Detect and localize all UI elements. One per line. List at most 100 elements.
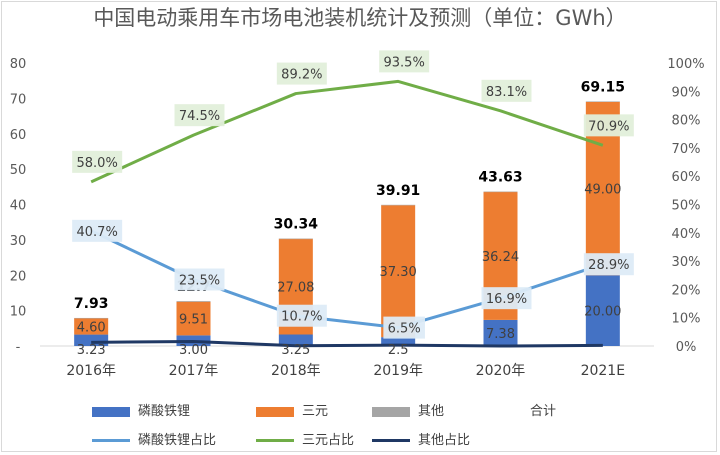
lfp-share-label: 23.5% — [179, 273, 220, 288]
ternary-share-label: 83.1% — [486, 85, 527, 100]
total-label: 7.93 — [74, 296, 109, 312]
legend-swatch-lfp-share — [92, 439, 130, 442]
y2-tick-label: 10% — [672, 312, 701, 327]
legend-swatch-ternary-share — [256, 439, 294, 442]
x-tick-label: 2019年 — [373, 363, 423, 379]
ternary-share-label: 70.9% — [588, 119, 629, 134]
y-tick-label: 80 — [10, 57, 27, 72]
bar-label-lfp: 3.23 — [77, 343, 106, 358]
lfp-share-label: 28.9% — [588, 258, 629, 273]
lfp-share-label: 16.9% — [486, 292, 527, 307]
y-tick-label: 70 — [10, 92, 27, 107]
y2-tick-label: 80% — [672, 114, 701, 129]
line-lfp-share — [90, 229, 604, 330]
bar-label-ternary: 27.08 — [277, 281, 314, 296]
bar-label-lfp: 3.00 — [179, 343, 208, 358]
lfp-share-label-box — [174, 268, 225, 291]
line-ternary-share — [90, 79, 604, 184]
bar-label-ternary: 37.30 — [380, 265, 417, 280]
bar-label-ternary: 36.24 — [482, 250, 519, 265]
y2-tick-label: 50% — [672, 199, 701, 214]
bar-other — [483, 191, 518, 193]
ternary-share-label: 74.5% — [179, 109, 220, 124]
bar-other — [74, 317, 109, 319]
bar-other — [278, 238, 313, 240]
y2-tick-label: 30% — [672, 255, 701, 270]
legend-label-total: 合计 — [530, 404, 557, 419]
ternary-share-label-box — [583, 114, 634, 137]
legend-label-ternary: 三元 — [302, 404, 329, 419]
chart-title: 中国电动乘用车市场电池装机统计及预测（单位：GWh） — [93, 6, 627, 30]
y-tick-label: 50 — [10, 163, 27, 178]
legend-item-ternary-share: 三元占比 — [256, 429, 354, 448]
ternary-share-label: 89.2% — [281, 68, 322, 83]
legend-swatch-lfp — [92, 406, 130, 417]
y2-tick-label: 90% — [672, 85, 701, 100]
legend-swatch-other — [372, 406, 410, 417]
x-tick-label: 2016年 — [66, 363, 116, 379]
y2-tick-label: 100% — [667, 57, 704, 72]
lfp-share-label-box — [276, 304, 327, 327]
x-tick-label: 2018年 — [271, 363, 321, 379]
y2-tick-label: 40% — [672, 227, 701, 242]
y-tick-label: 40 — [10, 199, 27, 214]
y-tick-label: 10 — [10, 305, 27, 320]
y-tick-label: - — [16, 340, 21, 355]
legend-item-other: 其他 — [372, 400, 444, 419]
y2-tick-label: 60% — [672, 170, 701, 185]
legend-item-other-share: 其他占比 — [372, 429, 470, 448]
lfp-share-label: 40.7% — [77, 225, 118, 240]
lfp-share-label-box — [481, 287, 532, 310]
y-tick-label: 20 — [10, 269, 27, 284]
lfp-share-label-box — [383, 316, 425, 339]
x-tick-label: 2020年 — [476, 363, 526, 379]
legend-item-ternary: 三元 — [256, 400, 328, 419]
lfp-share-label-box — [583, 253, 634, 276]
ternary-share-label-box — [481, 79, 532, 102]
legend-item-lfp-share: 磷酸铁锂占比 — [92, 429, 216, 448]
ternary-share-label-box — [276, 62, 327, 85]
legend-label-lfp: 磷酸铁锂 — [138, 404, 191, 419]
lfp-share-label: 6.5% — [388, 322, 421, 337]
bar-ternary — [381, 205, 416, 338]
y-tick-label: 30 — [10, 234, 27, 249]
bar-label-lfp: 2.5 — [388, 343, 409, 358]
bar-lfp — [585, 275, 620, 346]
bar-label-lfp: 20.00 — [584, 305, 621, 320]
bar-label-ternary: 49.00 — [584, 183, 621, 198]
legend-item-total: 合计 — [530, 400, 556, 419]
lfp-share-label-box — [72, 219, 123, 242]
ternary-share-label: 93.5% — [384, 55, 425, 70]
y2-tick-label: 70% — [672, 142, 701, 157]
ternary-share-label: 58.0% — [77, 156, 118, 171]
bar-other — [585, 101, 620, 102]
bar-lfp — [74, 334, 109, 346]
y-tick-label: 60 — [10, 128, 27, 143]
total-label: 39.91 — [376, 183, 420, 199]
bar-other — [381, 204, 416, 206]
y2-tick-label: 20% — [672, 283, 701, 298]
bar-label-ternary: 9.51 — [179, 313, 208, 328]
y2-tick-label: 0% — [676, 340, 697, 355]
total-label: 43.63 — [478, 170, 522, 186]
legend-label-ternary-share: 三元占比 — [302, 433, 355, 448]
bar-label-lfp: 7.38 — [486, 327, 515, 342]
ternary-share-label-box — [72, 150, 123, 173]
ternary-share-label-box — [174, 104, 225, 127]
bar-label-ternary: 4.60 — [77, 320, 106, 335]
legend-label-other: 其他 — [418, 404, 445, 419]
x-tick-label: 2021E — [581, 363, 625, 379]
bar-label-lfp: 3.25 — [281, 343, 310, 358]
bar-lfp — [483, 319, 518, 346]
line-other-share — [91, 339, 603, 348]
bar-lfp — [278, 334, 313, 346]
legend-swatch-ternary — [256, 406, 294, 417]
total-label: 69.15 — [581, 79, 625, 95]
bar-ternary — [74, 318, 109, 335]
total-label: 30.34 — [274, 217, 319, 233]
bar-ternary — [176, 301, 211, 336]
bar-other — [176, 301, 211, 302]
legend-label-lfp-share: 磷酸铁锂占比 — [138, 433, 217, 448]
